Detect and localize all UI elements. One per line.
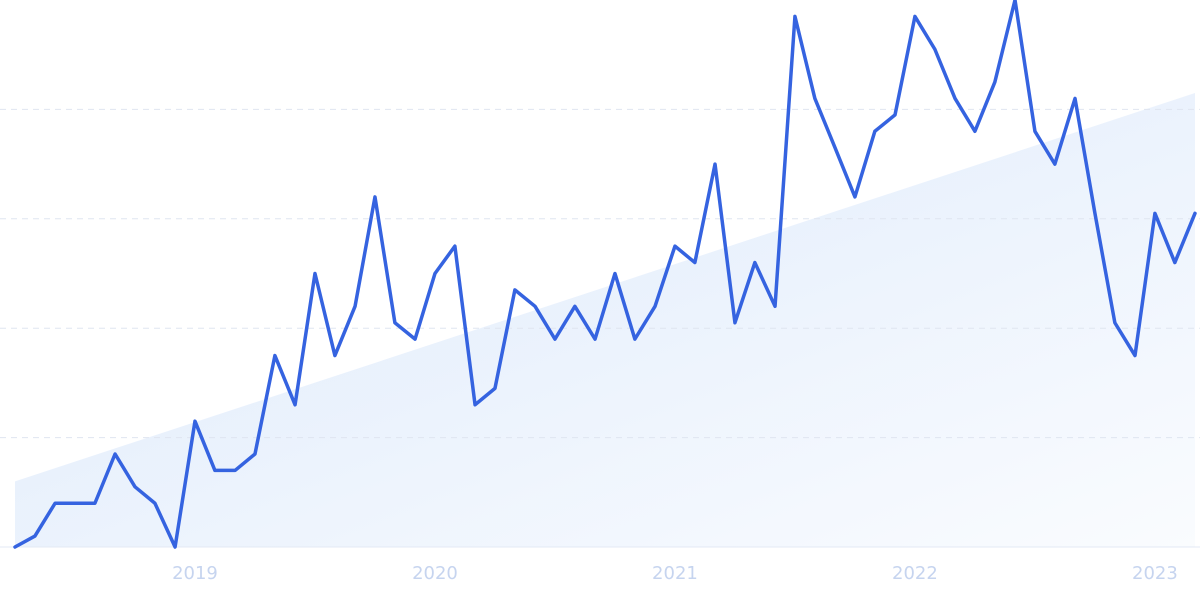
- data-line: [13, 0, 1197, 549]
- x-tick-label: 2021: [652, 563, 698, 584]
- x-tick-label: 2019: [172, 563, 218, 584]
- x-tick-label: 2022: [892, 563, 938, 584]
- trend-area: [15, 92, 1195, 548]
- x-tick-label: 2020: [412, 563, 458, 584]
- x-tick-label: 2023: [1132, 563, 1178, 584]
